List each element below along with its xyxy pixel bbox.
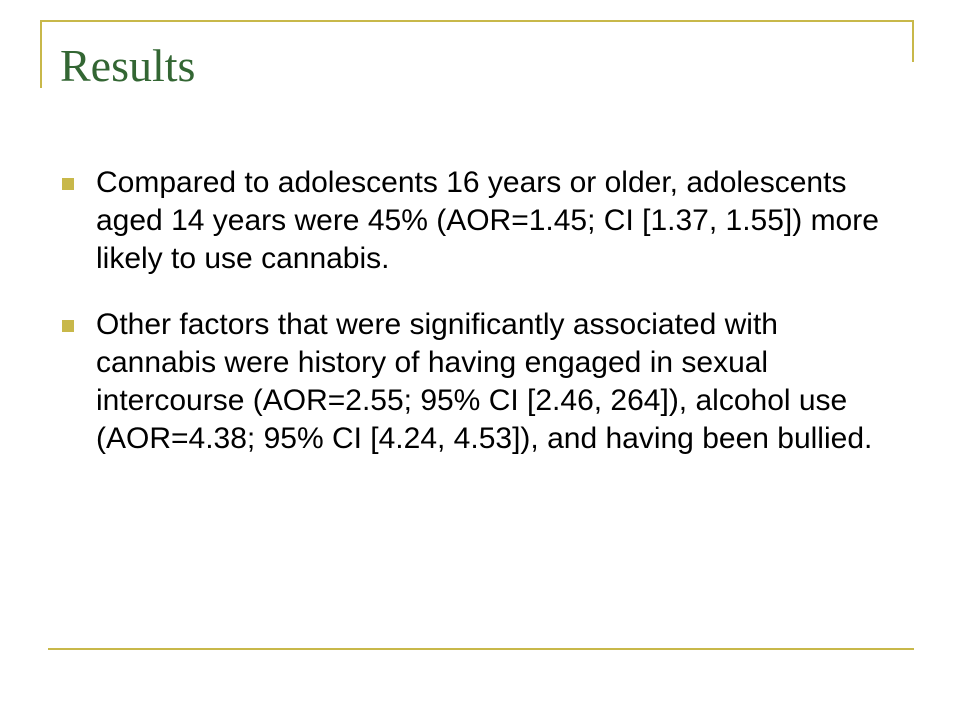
frame-left-line — [40, 20, 42, 88]
frame-bottom-line — [48, 648, 914, 650]
bullet-text: Compared to adolescents 16 years or olde… — [96, 166, 879, 275]
frame-right-line — [912, 20, 914, 62]
bullet-item-age: Compared to adolescents 16 years or olde… — [60, 164, 900, 278]
square-bullet-icon — [62, 178, 74, 190]
frame-top-line — [40, 20, 914, 22]
slide-title: Results — [60, 40, 196, 91]
bullet-text: Other factors that were significantly as… — [96, 308, 873, 455]
bullet-list: Compared to adolescents 16 years or olde… — [60, 164, 900, 486]
square-bullet-icon — [62, 320, 74, 332]
bullet-item-other-factors: Other factors that were significantly as… — [60, 306, 900, 458]
